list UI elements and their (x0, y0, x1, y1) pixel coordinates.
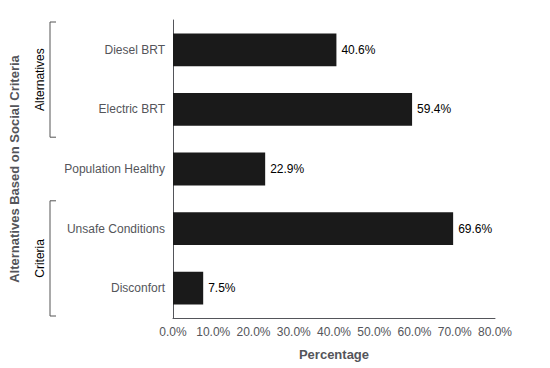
svg-text:Alternatives: Alternatives (33, 48, 47, 111)
svg-text:70.0%: 70.0% (438, 325, 472, 339)
svg-text:Alternatives Based on Social C: Alternatives Based on Social Criteria (7, 54, 22, 282)
svg-text:50.0%: 50.0% (357, 325, 391, 339)
svg-text:Unsafe Conditions: Unsafe Conditions (67, 222, 165, 236)
svg-text:80.0%: 80.0% (478, 325, 512, 339)
svg-text:Diesel BRT: Diesel BRT (105, 43, 166, 57)
svg-text:7.5%: 7.5% (208, 281, 236, 295)
svg-text:60.0%: 60.0% (397, 325, 431, 339)
svg-text:Electric BRT: Electric BRT (99, 102, 166, 116)
svg-text:Percentage: Percentage (299, 347, 369, 362)
svg-text:10.0%: 10.0% (196, 325, 230, 339)
svg-text:Criteria: Criteria (33, 239, 47, 278)
svg-text:40.6%: 40.6% (341, 43, 375, 57)
svg-text:Disconfort: Disconfort (111, 281, 166, 295)
svg-text:20.0%: 20.0% (236, 325, 270, 339)
svg-text:40.0%: 40.0% (317, 325, 351, 339)
svg-text:0.0%: 0.0% (159, 325, 187, 339)
svg-text:30.0%: 30.0% (277, 325, 311, 339)
svg-text:69.6%: 69.6% (458, 222, 492, 236)
svg-text:59.4%: 59.4% (417, 102, 451, 116)
svg-text:Population Healthy: Population Healthy (64, 162, 165, 176)
svg-text:22.9%: 22.9% (270, 162, 304, 176)
